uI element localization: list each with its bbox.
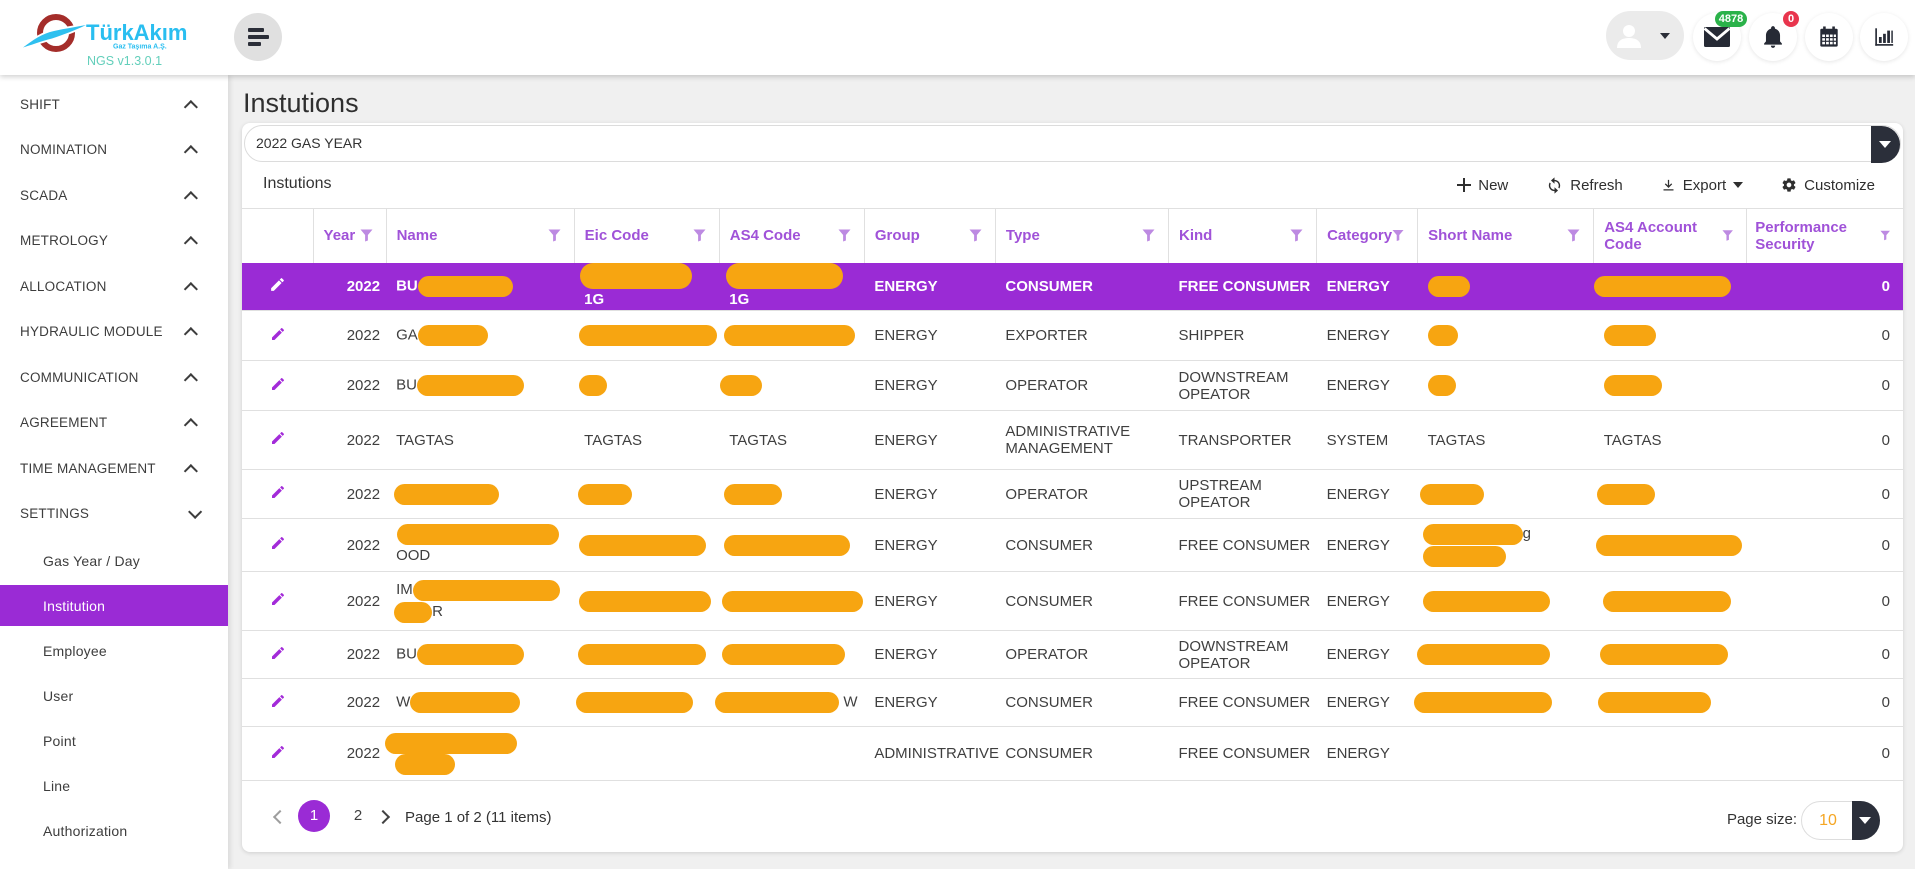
svg-text:TürkAkım: TürkAkım [86, 20, 187, 45]
svg-text:NGS v1.3.0.1: NGS v1.3.0.1 [87, 54, 162, 68]
svg-text:Gaz Taşıma A.Ş.: Gaz Taşıma A.Ş. [113, 44, 167, 51]
